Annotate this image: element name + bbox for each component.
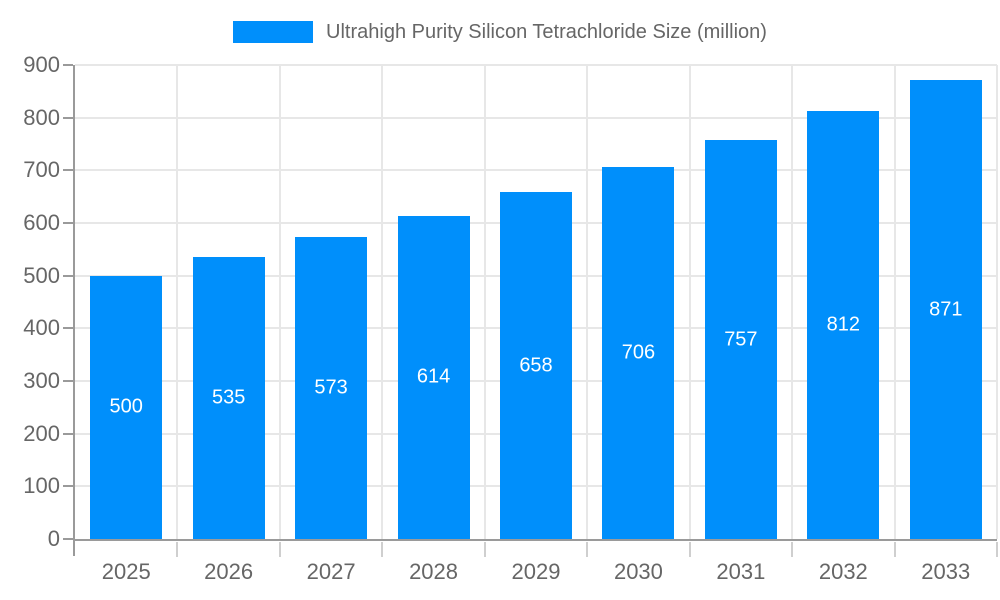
y-axis-tick <box>63 222 73 224</box>
x-gridline <box>996 65 998 539</box>
x-axis-tick <box>176 542 179 557</box>
bar-value-label: 871 <box>929 298 963 321</box>
y-axis-tick <box>63 169 73 172</box>
x-axis-tick <box>791 542 794 557</box>
x-axis-tick <box>996 542 998 557</box>
bar-value-label: 535 <box>211 386 246 409</box>
bar-value-label: 500 <box>109 395 143 418</box>
bar-2032[interactable]: 812 <box>807 111 880 539</box>
x-axis-tick <box>73 539 75 556</box>
x-gridline <box>893 65 896 539</box>
x-gridline <box>586 65 589 539</box>
x-axis-label: 2027 <box>306 559 356 584</box>
bar-2026[interactable]: 535 <box>192 257 265 539</box>
y-axis-label: 100 <box>23 473 60 499</box>
x-axis-tick <box>483 542 486 557</box>
legend-label[interactable]: Ultrahigh Purity Silicon Tetrachloride S… <box>326 21 767 43</box>
plot-area: 500 2025 535 2026 573 2027 614 2028 658 2029 706 20… <box>63 64 998 584</box>
y-axis-label: 500 <box>23 262 60 288</box>
x-axis-label: 2028 <box>409 559 459 584</box>
x-gridline <box>688 65 691 539</box>
y-axis-label: 900 <box>23 52 60 77</box>
bar-value-label: 757 <box>724 328 758 351</box>
y-axis-tick <box>63 538 73 540</box>
x-gridline <box>483 65 486 539</box>
x-axis-label: 2025 <box>101 559 151 584</box>
x-axis-label: 2026 <box>204 559 254 584</box>
legend: Ultrahigh Purity Silicon Tetrachloride S… <box>0 20 1000 44</box>
x-gridline <box>176 65 179 539</box>
y-gridline <box>75 64 997 66</box>
bar-2029[interactable]: 658 <box>500 192 572 539</box>
x-gridline <box>278 65 281 539</box>
y-axis-label: 800 <box>23 104 60 130</box>
bar-value-label: 812 <box>826 313 861 336</box>
x-axis-tick <box>586 542 589 557</box>
y-axis-label: 200 <box>23 420 60 446</box>
y-axis-label: 400 <box>23 315 60 341</box>
y-axis-tick <box>63 327 73 330</box>
x-gridline <box>381 65 384 539</box>
x-axis-tick <box>893 542 896 557</box>
bar-value-label: 614 <box>416 365 451 388</box>
bar-2025[interactable]: 500 <box>90 275 163 539</box>
bar-2027[interactable]: 573 <box>295 237 368 539</box>
x-axis-label: 2031 <box>716 559 766 584</box>
y-axis-tick <box>63 485 73 488</box>
x-gridline <box>791 65 794 539</box>
bar-value-label: 573 <box>314 376 348 399</box>
bar-2033[interactable]: 871 <box>909 80 982 539</box>
bar-2030[interactable]: 706 <box>602 167 675 539</box>
y-axis-label: 300 <box>23 368 60 393</box>
x-axis-label: 2030 <box>613 559 663 584</box>
y-axis-tick <box>63 432 73 435</box>
x-axis-label: 2029 <box>511 559 561 584</box>
x-axis-tick <box>278 542 281 557</box>
bar-value-label: 706 <box>621 341 656 364</box>
y-axis-tick <box>63 64 73 66</box>
x-axis-tick <box>381 542 384 557</box>
x-axis-tick <box>688 542 691 557</box>
x-axis-label: 2033 <box>921 559 971 584</box>
bar-2028[interactable]: 614 <box>397 215 470 539</box>
bar-value-label: 658 <box>519 354 553 377</box>
legend-swatch[interactable] <box>233 21 314 43</box>
y-axis-label: 600 <box>23 210 60 235</box>
y-axis-tick <box>63 116 73 119</box>
y-axis-tick <box>63 274 73 277</box>
x-axis-label: 2032 <box>818 559 868 584</box>
y-axis-label: 700 <box>23 157 60 183</box>
y-axis-label: 0 <box>47 526 60 551</box>
bar-2031[interactable]: 757 <box>704 140 777 539</box>
y-gridline <box>75 116 997 119</box>
y-axis-tick <box>63 380 73 382</box>
y-gridline <box>75 169 997 172</box>
